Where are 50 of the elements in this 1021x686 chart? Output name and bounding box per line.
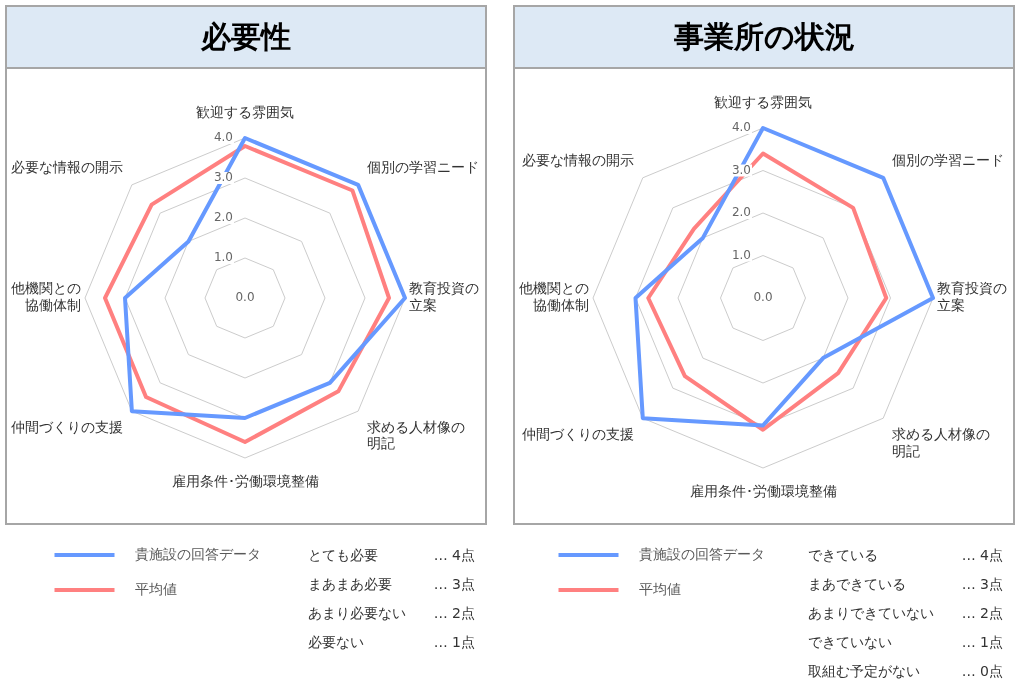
text: … 2点 [433, 604, 475, 622]
spoke-label: 個別の学習ニード [366, 158, 479, 175]
y-tick-label: 2.0 [731, 205, 751, 220]
spoke-label: 教育投資の立案 [409, 280, 479, 314]
spoke-label: 個別の学習ニード [891, 151, 1004, 168]
spoke-label: 求める人材像の明記 [891, 425, 990, 459]
text: … 1点 [433, 633, 475, 651]
spoke-label: 雇用条件･労働環境整備 [171, 473, 319, 490]
spoke-label: 教育投資の立案 [937, 280, 1007, 314]
text: … 3点 [961, 575, 1003, 593]
text: 取組む予定がない [807, 662, 921, 680]
y-tick-label: 3.0 [213, 170, 233, 185]
spoke-label: 仲間づくりの支援 [522, 425, 635, 442]
text: あまり必要ない [307, 604, 406, 622]
text: … 3点 [433, 575, 475, 593]
text: あまりできていない [807, 604, 934, 622]
y-tick-label: 3.0 [731, 162, 751, 177]
text: … 4点 [961, 546, 1003, 564]
text: まあできている [807, 575, 907, 593]
text: … 1点 [961, 633, 1003, 651]
text: 必要ない [307, 633, 365, 651]
y-tick-label: 0.0 [235, 290, 255, 305]
text: できている [807, 546, 879, 564]
text: とても必要 [307, 546, 379, 564]
text: まあまあ必要 [307, 575, 393, 593]
legend-label: 平均値 [638, 580, 681, 597]
y-tick-label: 0.0 [753, 290, 773, 305]
spoke-label: 必要な情報の開示 [11, 158, 124, 175]
spoke-label: 雇用条件･労働環境整備 [689, 483, 837, 500]
spoke-label: 他機関との協働体制 [519, 280, 589, 314]
text: … 4点 [433, 546, 475, 564]
spoke-label: 必要な情報の開示 [522, 151, 635, 168]
chart-title: 必要性 [201, 19, 291, 55]
y-tick-label: 2.0 [213, 210, 233, 225]
text: できていない [807, 633, 893, 651]
y-tick-label: 1.0 [213, 250, 233, 265]
text: … 0点 [961, 662, 1003, 680]
spoke-label: 仲間づくりの支援 [11, 418, 124, 435]
chart-title: 事業所の状況 [673, 19, 855, 55]
spoke-label: 求める人材像の明記 [366, 418, 465, 452]
legend-label: 貴施設の回答データ [638, 545, 765, 562]
y-tick-label: 1.0 [731, 247, 751, 262]
y-tick-label: 4.0 [731, 120, 751, 135]
y-tick-label: 4.0 [213, 130, 233, 145]
spoke-label: 他機関との協働体制 [11, 280, 81, 314]
legend-label: 貴施設の回答データ [134, 545, 261, 562]
spoke-label: 歓迎する雰囲気 [714, 94, 812, 111]
text: … 2点 [961, 604, 1003, 622]
spoke-label: 歓迎する雰囲気 [196, 104, 294, 121]
legend-label: 平均値 [134, 580, 177, 597]
